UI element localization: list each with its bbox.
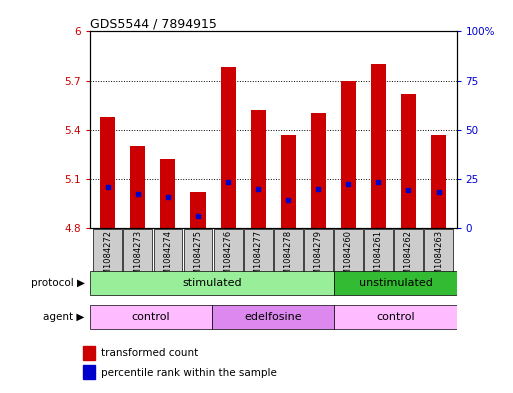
FancyBboxPatch shape xyxy=(90,271,334,296)
Text: agent ▶: agent ▶ xyxy=(43,312,85,322)
Text: control: control xyxy=(376,312,415,322)
Text: unstimulated: unstimulated xyxy=(359,278,432,288)
Bar xyxy=(431,134,446,228)
Bar xyxy=(190,192,206,228)
FancyBboxPatch shape xyxy=(334,271,457,296)
FancyBboxPatch shape xyxy=(274,229,303,288)
Text: GSM1084261: GSM1084261 xyxy=(374,230,383,286)
Bar xyxy=(251,110,266,228)
Bar xyxy=(221,68,235,228)
Bar xyxy=(130,146,145,228)
FancyBboxPatch shape xyxy=(424,229,453,288)
Text: GSM1084275: GSM1084275 xyxy=(193,230,203,286)
Text: percentile rank within the sample: percentile rank within the sample xyxy=(101,367,277,378)
Bar xyxy=(281,134,295,228)
Text: edelfosine: edelfosine xyxy=(244,312,302,322)
Bar xyxy=(161,159,175,228)
Bar xyxy=(84,346,95,360)
Text: GSM1084263: GSM1084263 xyxy=(434,230,443,286)
Text: GSM1084279: GSM1084279 xyxy=(314,230,323,286)
FancyBboxPatch shape xyxy=(244,229,272,288)
FancyBboxPatch shape xyxy=(184,229,212,288)
Text: GSM1084278: GSM1084278 xyxy=(284,230,293,286)
Text: GSM1084276: GSM1084276 xyxy=(224,230,232,286)
FancyBboxPatch shape xyxy=(334,229,363,288)
FancyBboxPatch shape xyxy=(364,229,393,288)
Bar xyxy=(101,117,115,228)
Text: GSM1084277: GSM1084277 xyxy=(253,230,263,286)
FancyBboxPatch shape xyxy=(124,229,152,288)
FancyBboxPatch shape xyxy=(153,229,183,288)
FancyBboxPatch shape xyxy=(213,229,243,288)
Text: GDS5544 / 7894915: GDS5544 / 7894915 xyxy=(90,17,216,30)
Bar xyxy=(311,113,326,228)
Text: stimulated: stimulated xyxy=(182,278,242,288)
Text: GSM1084260: GSM1084260 xyxy=(344,230,353,286)
Text: GSM1084274: GSM1084274 xyxy=(164,230,172,286)
FancyBboxPatch shape xyxy=(90,305,212,329)
Bar xyxy=(84,365,95,379)
FancyBboxPatch shape xyxy=(304,229,333,288)
Text: protocol ▶: protocol ▶ xyxy=(31,278,85,288)
FancyBboxPatch shape xyxy=(93,229,122,288)
Text: control: control xyxy=(132,312,170,322)
FancyBboxPatch shape xyxy=(334,305,457,329)
Text: GSM1084273: GSM1084273 xyxy=(133,230,143,286)
FancyBboxPatch shape xyxy=(394,229,423,288)
Text: transformed count: transformed count xyxy=(101,348,198,358)
Bar xyxy=(371,64,386,228)
Bar xyxy=(341,81,356,228)
Bar xyxy=(401,94,416,228)
Text: GSM1084272: GSM1084272 xyxy=(103,230,112,286)
Text: GSM1084262: GSM1084262 xyxy=(404,230,413,286)
FancyBboxPatch shape xyxy=(212,305,334,329)
